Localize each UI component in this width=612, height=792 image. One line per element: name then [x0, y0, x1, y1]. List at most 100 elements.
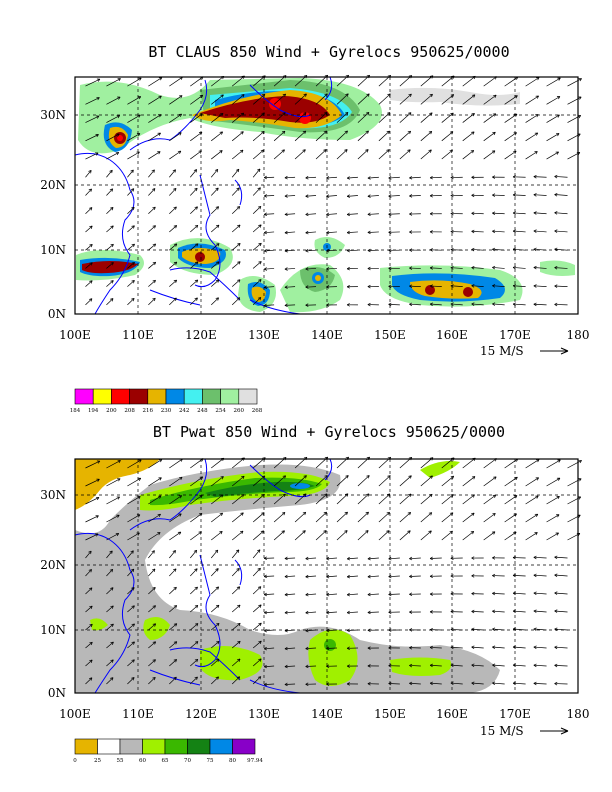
wind-vector-head: [450, 645, 454, 650]
wind-vector-head: [194, 187, 198, 192]
wind-vector: [148, 532, 161, 541]
wind-vector-head: [513, 531, 517, 535]
wind-vector-head: [471, 284, 475, 288]
x-tick: 160E: [436, 328, 468, 342]
wind-vector: [231, 494, 245, 505]
wind-vector-head: [450, 663, 454, 668]
wind-vector-head: [535, 95, 539, 99]
wind-vector: [326, 268, 337, 270]
wind-vector-head: [236, 297, 241, 301]
wind-vector-head: [533, 211, 537, 215]
wind-vector-head: [534, 151, 538, 155]
wind-vector: [190, 131, 203, 142]
wind-vector-head: [471, 211, 475, 216]
wind-vector-head: [95, 533, 99, 537]
wind-vector-head: [131, 243, 135, 248]
wind-vector-head: [152, 261, 157, 266]
wind-vector-head: [302, 149, 306, 153]
wind-vector: [554, 592, 568, 595]
wind-vector-head: [408, 475, 412, 479]
wind-vector: [347, 557, 358, 560]
wind-vector-head: [89, 623, 93, 628]
wind-vector-head: [514, 476, 518, 481]
wind-vector: [326, 231, 338, 234]
wind-vector: [252, 475, 266, 487]
wind-vector-head: [137, 496, 141, 500]
wind-vector: [252, 297, 262, 306]
wind-vector-head: [173, 623, 178, 627]
wind-vector-head: [110, 298, 114, 302]
wind-vector-head: [409, 663, 413, 668]
wind-vector-head: [346, 628, 350, 633]
wind-vector-head: [554, 302, 558, 307]
wind-vector: [148, 659, 156, 667]
wind-vector-head: [194, 568, 198, 572]
wind-vector-head: [450, 609, 454, 614]
wind-vector-head: [152, 623, 157, 627]
wind-vector: [127, 206, 135, 214]
wind-vector-head: [284, 267, 288, 271]
wind-vector-head: [88, 170, 92, 174]
wind-vector-head: [284, 194, 288, 198]
wind-vector-head: [219, 512, 223, 516]
wind-vector-head: [429, 556, 433, 561]
x-tick: 180: [567, 707, 590, 721]
wind-vector: [533, 194, 547, 196]
wind-vector-head: [471, 681, 475, 685]
wind-vector-head: [326, 176, 330, 180]
wind-vector-head: [365, 493, 370, 497]
wind-vector-head: [326, 628, 330, 633]
wind-vector: [190, 549, 197, 559]
wind-vector-head: [131, 641, 135, 645]
wind-vector-head: [326, 556, 330, 561]
wind-vector-head: [388, 646, 392, 650]
wind-vector: [210, 169, 219, 178]
wind-vector: [326, 593, 338, 596]
wind-vector: [231, 568, 240, 577]
claus-shading: [76, 78, 575, 313]
wind-vector-head: [470, 150, 475, 154]
x-tick: 130E: [248, 328, 280, 342]
wind-vector-head: [263, 610, 268, 615]
wind-vector-head: [409, 574, 413, 579]
wind-vector-head: [388, 574, 392, 579]
wind-vector: [441, 530, 453, 541]
wind-vector: [409, 303, 421, 306]
wind-vector: [567, 496, 581, 505]
wind-vector: [252, 206, 262, 214]
wind-vector: [211, 76, 225, 87]
wind-vector-head: [409, 302, 413, 307]
wind-vector: [336, 93, 349, 105]
wind-vector-head: [408, 112, 412, 116]
wind-vector: [533, 610, 547, 613]
wind-vector: [483, 113, 496, 123]
wind-vector-head: [284, 175, 288, 180]
colorbar-label: 200: [106, 408, 117, 414]
wind-vector-head: [365, 130, 369, 134]
wind-vector: [294, 149, 306, 160]
wind-vector-head: [158, 477, 162, 481]
wind-vector: [169, 531, 182, 541]
wind-vector-head: [492, 175, 496, 179]
wind-vector-head: [388, 610, 392, 614]
wind-vector: [525, 532, 538, 541]
wind-vector: [567, 115, 581, 123]
wind-vector-head: [429, 627, 433, 632]
wind-vector-head: [236, 567, 240, 572]
wind-vector-head: [237, 604, 241, 608]
wind-vector: [347, 195, 358, 197]
wind-vector-head: [193, 549, 198, 554]
wind-vector: [430, 647, 442, 649]
wind-vector: [169, 458, 183, 469]
wind-vector-head: [263, 212, 268, 216]
wind-vector-head: [512, 302, 516, 306]
wind-vector: [525, 151, 538, 160]
wind-vector-head: [323, 511, 327, 516]
wind-vector-head: [492, 494, 497, 498]
wind-vector: [252, 549, 261, 559]
wind-vector: [231, 658, 241, 667]
colorbar-1: 184 194 200 208 216 230 242 248 254 260 268: [70, 388, 263, 414]
wind-vector-head: [257, 567, 261, 572]
wind-vector-head: [513, 113, 518, 117]
wind-vector-head: [492, 265, 496, 270]
